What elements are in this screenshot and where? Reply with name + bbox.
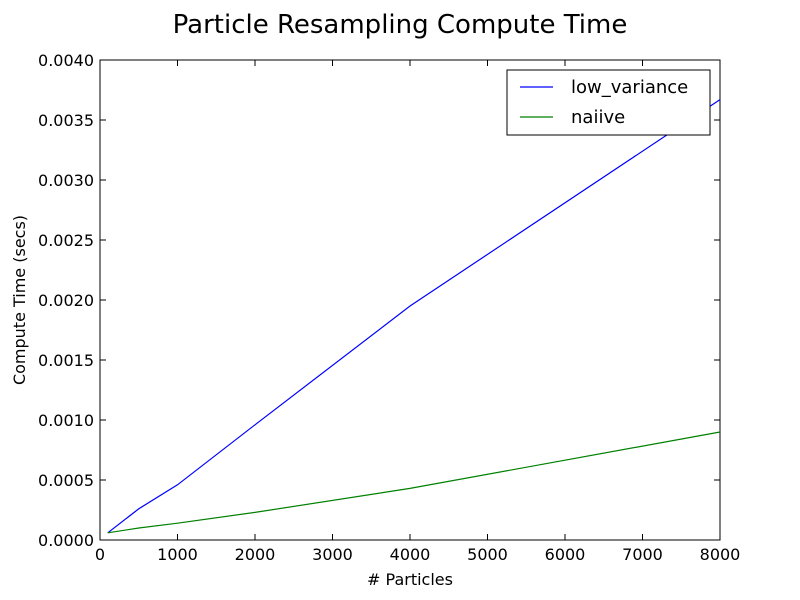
- x-tick-label: 8000: [700, 545, 741, 564]
- x-tick-label: 2000: [235, 545, 276, 564]
- legend-label-low_variance: low_variance: [571, 77, 688, 98]
- x-tick-label: 5000: [467, 545, 508, 564]
- y-tick-label: 0.0030: [38, 171, 94, 190]
- x-tick-label: 4000: [390, 545, 431, 564]
- legend-label-naiive: naiive: [571, 107, 625, 128]
- y-tick-label: 0.0025: [38, 231, 94, 250]
- x-tick-label: 7000: [622, 545, 663, 564]
- y-tick-label: 0.0035: [38, 111, 94, 130]
- axis-ticks: 0 1000 2000 3000 4000 5000 6000 7000 8000 0.0000 0…: [38, 51, 740, 564]
- x-tick-label: 0: [95, 545, 105, 564]
- series-lines: [107, 99, 721, 534]
- series-line-naiive: [107, 431, 721, 534]
- x-axis-label: # Particles: [367, 570, 453, 589]
- x-tick-label: 1000: [157, 545, 198, 564]
- y-tick-label: 0.0015: [38, 351, 94, 370]
- y-tick-label: 0.0040: [38, 51, 94, 70]
- x-tick-label: 3000: [312, 545, 353, 564]
- x-tick-label: 6000: [545, 545, 586, 564]
- y-axis-label: Compute Time (secs): [10, 215, 29, 385]
- y-tick-label: 0.0020: [38, 291, 94, 310]
- y-tick-label: 0.0005: [38, 471, 94, 490]
- series-line-low_variance: [107, 99, 721, 534]
- y-tick-label: 0.0010: [38, 411, 94, 430]
- y-tick-label: 0.0000: [38, 531, 94, 550]
- legend-box: [506, 69, 711, 136]
- chart-title: Particle Resampling Compute Time: [173, 10, 628, 40]
